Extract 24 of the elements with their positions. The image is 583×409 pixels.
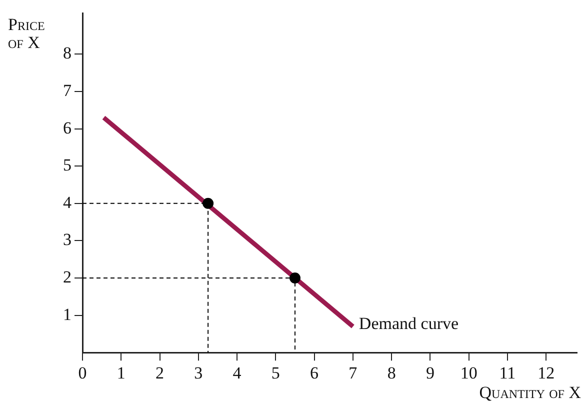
y-tick-label: 8 — [63, 44, 72, 63]
x-tick-label: 1 — [116, 363, 126, 382]
series-label: Demand curve — [358, 314, 459, 333]
x-tick-label: 7 — [348, 363, 358, 382]
y-tick-label: 5 — [63, 156, 72, 175]
x-tick-label: 9 — [426, 363, 434, 382]
y-tick-label: 7 — [63, 80, 72, 100]
x-tick-label: 10 — [460, 363, 478, 382]
y-tick-label: 1 — [63, 304, 72, 324]
y-tick-label: 6 — [63, 118, 72, 138]
y-axis-title: Price of X — [8, 15, 46, 52]
x-tick-label: 12 — [538, 363, 555, 382]
x-tick-label: 0 — [78, 363, 87, 382]
x-tick-label: 6 — [310, 363, 319, 382]
x-tick-label: 11 — [499, 363, 516, 382]
x-tick-label: 2 — [156, 363, 164, 382]
y-tick-label: 2 — [63, 267, 72, 286]
y-tick-label: 3 — [63, 230, 72, 250]
x-tick-label: 4 — [232, 363, 242, 382]
x-tick-label: 8 — [387, 363, 396, 382]
y-tick-label: 4 — [63, 192, 72, 212]
x-axis-title: Quantity of X — [479, 383, 581, 402]
x-tick-label: 3 — [194, 363, 203, 382]
x-tick-label: 5 — [271, 363, 280, 382]
